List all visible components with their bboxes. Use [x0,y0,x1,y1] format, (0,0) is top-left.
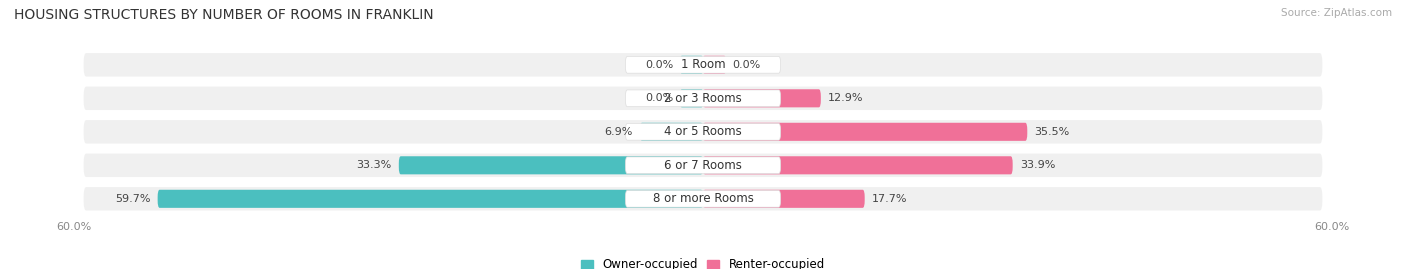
Text: 12.9%: 12.9% [828,93,863,103]
FancyBboxPatch shape [681,56,703,74]
FancyBboxPatch shape [703,89,821,107]
FancyBboxPatch shape [703,123,1028,141]
Text: 60.0%: 60.0% [56,222,91,232]
Text: 17.7%: 17.7% [872,194,907,204]
Text: 0.0%: 0.0% [645,60,673,70]
Text: HOUSING STRUCTURES BY NUMBER OF ROOMS IN FRANKLIN: HOUSING STRUCTURES BY NUMBER OF ROOMS IN… [14,8,433,22]
FancyBboxPatch shape [83,154,1323,177]
FancyBboxPatch shape [83,187,1323,211]
Text: 33.3%: 33.3% [356,160,391,170]
FancyBboxPatch shape [626,157,780,174]
FancyBboxPatch shape [703,190,865,208]
FancyBboxPatch shape [703,156,1012,174]
Text: 0.0%: 0.0% [733,60,761,70]
FancyBboxPatch shape [681,89,703,107]
FancyBboxPatch shape [626,190,780,207]
Text: 0.0%: 0.0% [645,93,673,103]
Text: 6 or 7 Rooms: 6 or 7 Rooms [664,159,742,172]
Text: 4 or 5 Rooms: 4 or 5 Rooms [664,125,742,138]
FancyBboxPatch shape [399,156,703,174]
FancyBboxPatch shape [640,123,703,141]
Text: 6.9%: 6.9% [605,127,633,137]
FancyBboxPatch shape [157,190,703,208]
Text: 8 or more Rooms: 8 or more Rooms [652,192,754,205]
FancyBboxPatch shape [83,53,1323,77]
FancyBboxPatch shape [703,56,725,74]
Text: 1 Room: 1 Room [681,58,725,71]
Text: 2 or 3 Rooms: 2 or 3 Rooms [664,92,742,105]
FancyBboxPatch shape [83,120,1323,144]
Text: 59.7%: 59.7% [115,194,150,204]
Text: 60.0%: 60.0% [1315,222,1350,232]
FancyBboxPatch shape [626,123,780,140]
FancyBboxPatch shape [626,56,780,73]
Legend: Owner-occupied, Renter-occupied: Owner-occupied, Renter-occupied [581,259,825,269]
Text: Source: ZipAtlas.com: Source: ZipAtlas.com [1281,8,1392,18]
FancyBboxPatch shape [626,90,780,107]
FancyBboxPatch shape [83,87,1323,110]
Text: 35.5%: 35.5% [1035,127,1070,137]
Text: 33.9%: 33.9% [1019,160,1056,170]
